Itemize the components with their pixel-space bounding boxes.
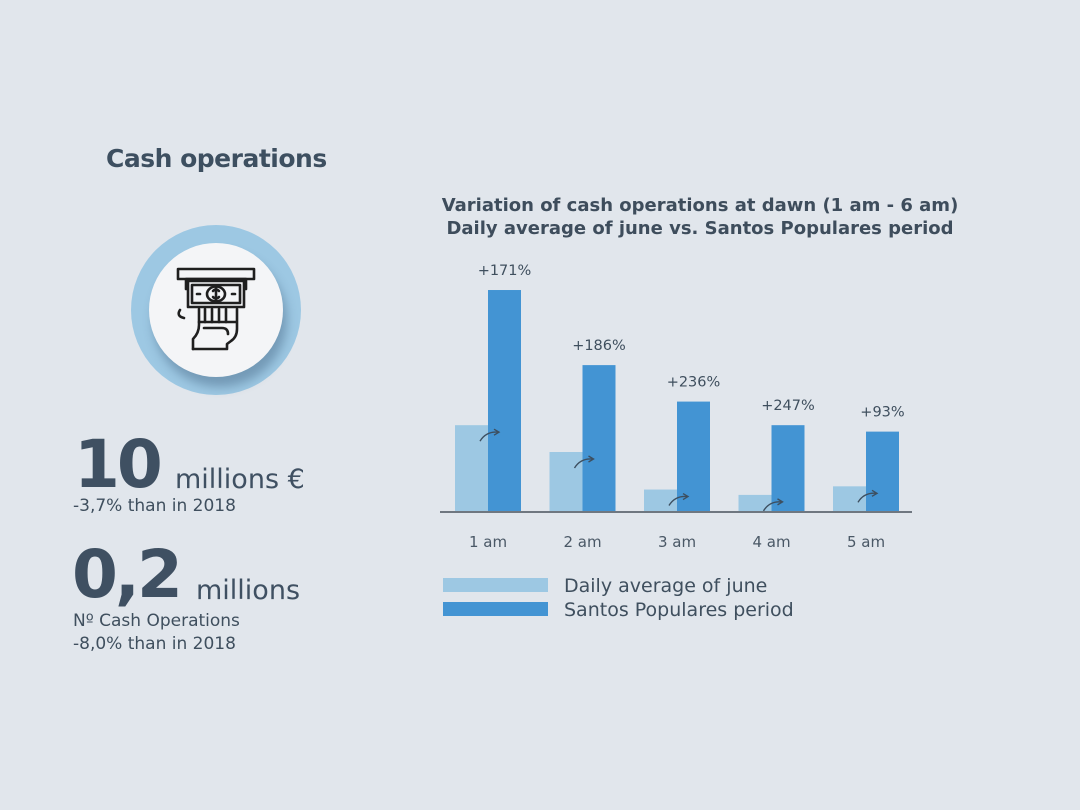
- x-tick-label: 2 am: [563, 533, 601, 551]
- data-label: +186%: [572, 338, 626, 354]
- data-label: +171%: [478, 263, 532, 279]
- arrow-head-icon: [493, 428, 501, 436]
- bar-santos: [677, 401, 710, 511]
- bar-june: [644, 489, 677, 511]
- bar-june: [549, 452, 583, 511]
- bar-june: [455, 425, 488, 511]
- x-tick-label: 1 am: [469, 533, 507, 551]
- bar-santos: [488, 290, 521, 511]
- x-tick-label: 5 am: [847, 533, 885, 551]
- bar-june: [738, 494, 772, 511]
- chart-title: Variation of cash operations at dawn (1 …: [441, 195, 959, 216]
- data-label: +93%: [860, 405, 904, 421]
- amount-value: 10: [74, 426, 163, 503]
- atm-cash-withdrawal-icon: [176, 267, 256, 351]
- x-tick-label: 3 am: [658, 533, 696, 551]
- legend-swatch-santos: [443, 602, 548, 616]
- icon-disc: [149, 243, 283, 377]
- chart-title-block: Variation of cash operations at dawn (1 …: [400, 194, 1000, 240]
- increase-arrow-icon: [762, 501, 782, 512]
- bar-chart: +171% 1 am +186% 2 am +236% 3 am +247% 4 am +93%…: [440, 263, 912, 551]
- bar-santos: [582, 365, 616, 511]
- ops-change: -8,0% than in 2018: [73, 634, 236, 654]
- legend-swatch-june: [443, 578, 548, 592]
- arrow-head-icon: [871, 489, 879, 497]
- ops-label: Nº Cash Operations: [73, 611, 240, 631]
- arrow-head-icon: [588, 455, 595, 463]
- amount-change: -3,7% than in 2018: [73, 496, 236, 516]
- increase-arrow-icon: [479, 431, 499, 442]
- arrow-head-icon: [777, 498, 784, 506]
- increase-arrow-icon: [857, 492, 877, 503]
- legend-label-santos: Santos Populares period: [564, 599, 794, 621]
- chart-subtitle: Daily average of june vs. Santos Popular…: [446, 218, 954, 239]
- bar-santos: [866, 431, 899, 511]
- amount-unit: millions €: [175, 464, 305, 495]
- increase-arrow-icon: [668, 495, 688, 506]
- ops-unit: millions: [196, 575, 301, 606]
- data-label: +247%: [761, 398, 815, 414]
- ops-value: 0,2: [72, 536, 183, 613]
- increase-arrow-icon: [573, 458, 593, 469]
- data-label: +236%: [667, 375, 721, 391]
- bar-santos: [771, 425, 805, 511]
- x-tick-label: 4 am: [752, 533, 790, 551]
- section-title: Cash operations: [106, 144, 327, 173]
- legend-label-june: Daily average of june: [564, 575, 768, 597]
- arrow-head-icon: [682, 492, 690, 501]
